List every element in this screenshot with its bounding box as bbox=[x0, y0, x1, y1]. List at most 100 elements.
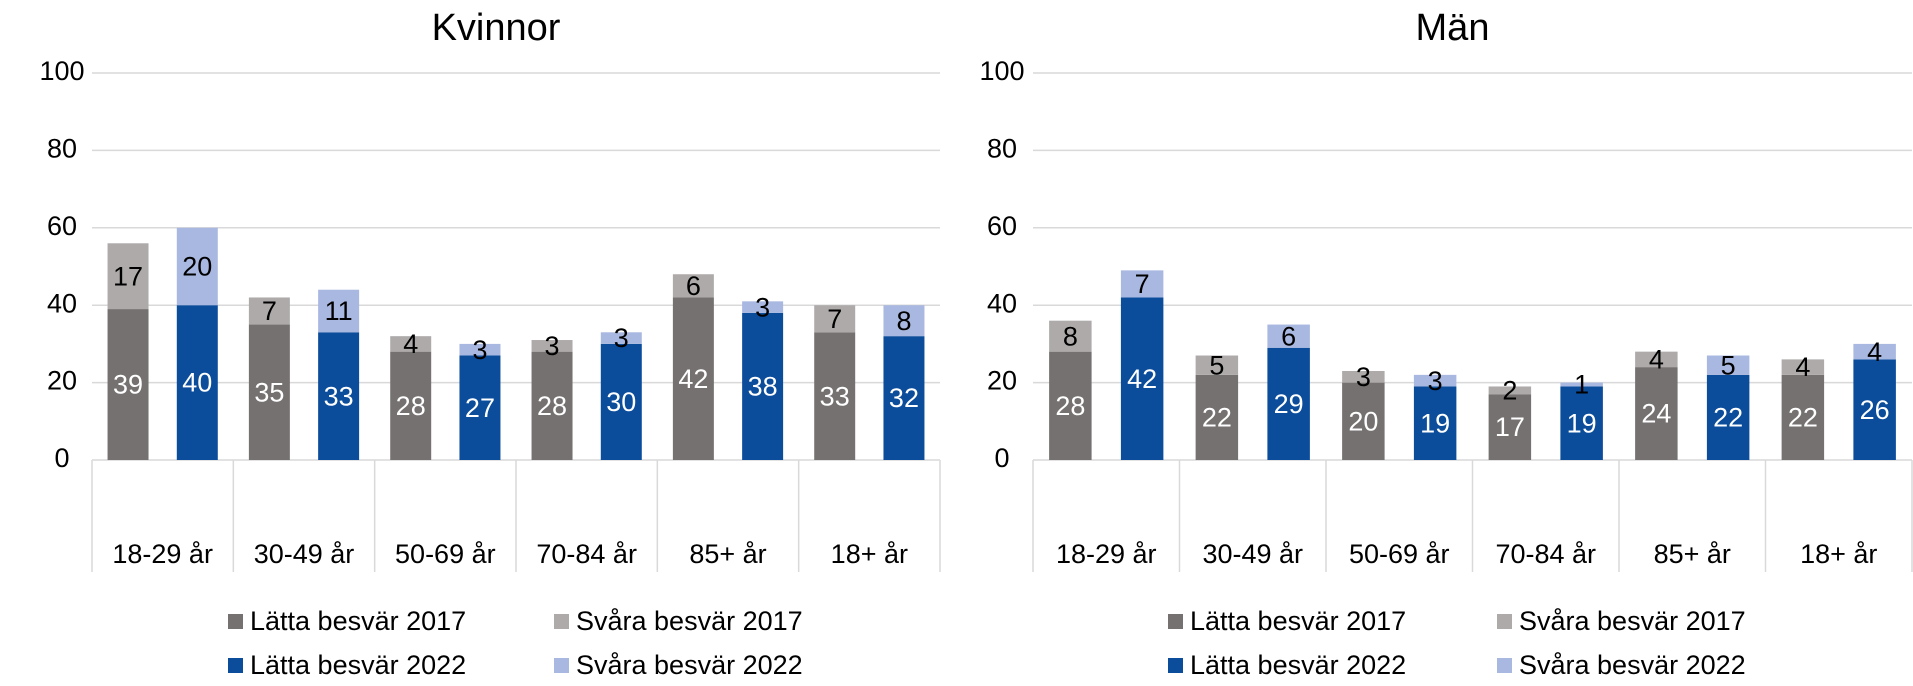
y-tick-label: 60 bbox=[47, 211, 77, 241]
bar-segment bbox=[1195, 374, 1239, 460]
x-tick-label: 50-69 år bbox=[1349, 539, 1450, 569]
data-label: 40 bbox=[182, 368, 212, 398]
data-label: 22 bbox=[1713, 403, 1743, 433]
bar-segment bbox=[1267, 324, 1310, 348]
x-tick-label: 50-69 år bbox=[395, 539, 496, 569]
x-tick-label: 30-49 år bbox=[1202, 539, 1303, 569]
data-label: 42 bbox=[1127, 364, 1157, 394]
bar-segment bbox=[531, 351, 573, 460]
data-label: 32 bbox=[889, 383, 919, 413]
data-label: 3 bbox=[1428, 366, 1443, 396]
data-label: 3 bbox=[1356, 362, 1371, 392]
bar-segment bbox=[390, 351, 432, 460]
y-tick-label: 100 bbox=[39, 56, 84, 86]
data-label: 24 bbox=[1641, 399, 1671, 429]
bar-segment bbox=[1706, 374, 1750, 460]
x-tick-label: 30-49 år bbox=[254, 539, 355, 569]
data-label: 19 bbox=[1567, 408, 1597, 438]
data-label: 4 bbox=[1795, 352, 1810, 382]
data-label: 4 bbox=[1867, 337, 1882, 367]
legend-label: Svåra besvär 2022 bbox=[576, 650, 803, 680]
bar-segment bbox=[1635, 351, 1678, 368]
bar-segment bbox=[1706, 355, 1750, 375]
data-label: 4 bbox=[1649, 345, 1664, 375]
bar-segment bbox=[1049, 320, 1092, 352]
legend-swatch bbox=[1168, 614, 1183, 629]
data-label: 35 bbox=[254, 377, 284, 407]
data-label: 2 bbox=[1502, 375, 1517, 405]
bar-segment bbox=[1635, 367, 1678, 460]
chart-title: Kvinnor bbox=[432, 7, 561, 49]
bar-segment bbox=[1342, 370, 1385, 383]
data-label: 22 bbox=[1788, 403, 1818, 433]
legend-label: Svåra besvär 2017 bbox=[576, 606, 803, 636]
x-tick-label: 18-29 år bbox=[1056, 539, 1157, 569]
legend-swatch bbox=[228, 614, 243, 629]
data-label: 33 bbox=[324, 381, 354, 411]
legend-swatch bbox=[1497, 658, 1512, 673]
y-tick-label: 0 bbox=[54, 443, 69, 473]
data-label: 7 bbox=[262, 296, 277, 326]
data-label: 7 bbox=[1135, 269, 1150, 299]
data-label: 28 bbox=[1055, 391, 1085, 421]
data-label: 20 bbox=[1348, 406, 1378, 436]
bar-segment bbox=[1267, 347, 1310, 460]
legend-label: Lätta besvär 2017 bbox=[250, 606, 466, 636]
bar-segment bbox=[742, 312, 784, 460]
data-label: 4 bbox=[403, 329, 418, 359]
bar-segment bbox=[742, 301, 784, 313]
data-label: 30 bbox=[606, 387, 636, 417]
bar-segment bbox=[107, 243, 149, 310]
x-tick-label: 70-84 år bbox=[1495, 539, 1596, 569]
bar-segment bbox=[107, 309, 149, 460]
legend-label: Lätta besvär 2017 bbox=[1190, 606, 1406, 636]
bar-segment bbox=[814, 305, 856, 333]
bar-segment bbox=[1781, 374, 1825, 460]
bar-segment bbox=[531, 340, 573, 352]
y-tick-label: 80 bbox=[987, 134, 1017, 164]
bar-segment bbox=[1413, 386, 1457, 460]
bar-segment bbox=[318, 289, 360, 333]
data-label: 39 bbox=[113, 370, 143, 400]
x-tick-label: 85+ år bbox=[1654, 539, 1731, 569]
bar-segment bbox=[1413, 374, 1457, 387]
y-tick-label: 60 bbox=[987, 211, 1017, 241]
y-tick-label: 20 bbox=[987, 366, 1017, 396]
data-label: 5 bbox=[1721, 350, 1736, 380]
data-label: 22 bbox=[1202, 403, 1232, 433]
bar-segment bbox=[248, 297, 290, 325]
data-label: 5 bbox=[1209, 350, 1224, 380]
data-label: 19 bbox=[1420, 408, 1450, 438]
data-label: 3 bbox=[755, 292, 770, 322]
y-tick-label: 80 bbox=[47, 134, 77, 164]
data-label: 42 bbox=[678, 364, 708, 394]
x-tick-label: 18+ år bbox=[1800, 539, 1877, 569]
legend-label: Lätta besvär 2022 bbox=[250, 650, 466, 680]
data-label: 28 bbox=[396, 391, 426, 421]
data-label: 3 bbox=[545, 331, 560, 361]
bar-segment bbox=[248, 324, 290, 460]
data-label: 6 bbox=[686, 271, 701, 301]
y-tick-label: 20 bbox=[47, 366, 77, 396]
bar-segment bbox=[1781, 359, 1825, 375]
y-tick-label: 100 bbox=[979, 56, 1024, 86]
bar-segment bbox=[672, 297, 714, 460]
data-label: 33 bbox=[820, 381, 850, 411]
bar-segment bbox=[600, 332, 642, 344]
y-tick-label: 40 bbox=[987, 288, 1017, 318]
bar-segment bbox=[883, 336, 925, 460]
data-label: 6 bbox=[1281, 321, 1296, 351]
data-label: 29 bbox=[1274, 389, 1304, 419]
data-label: 8 bbox=[1063, 321, 1078, 351]
data-label: 3 bbox=[472, 335, 487, 365]
data-label: 26 bbox=[1860, 395, 1890, 425]
x-tick-label: 85+ år bbox=[689, 539, 766, 569]
x-tick-label: 18-29 år bbox=[112, 539, 213, 569]
bar-segment bbox=[814, 332, 856, 460]
data-label: 38 bbox=[748, 372, 778, 402]
data-label: 3 bbox=[614, 323, 629, 353]
y-tick-label: 0 bbox=[994, 443, 1009, 473]
data-label: 1 bbox=[1574, 370, 1589, 400]
data-label: 11 bbox=[325, 296, 353, 326]
